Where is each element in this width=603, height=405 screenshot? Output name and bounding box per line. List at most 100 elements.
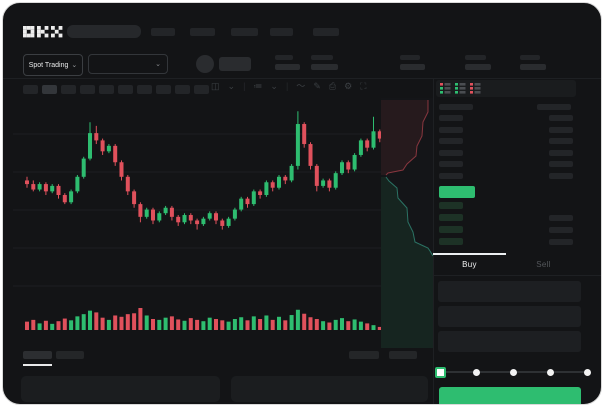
book-header-price (439, 104, 473, 110)
buy-submit-button[interactable] (439, 387, 581, 404)
bid-row-price[interactable] (439, 202, 463, 209)
ticker-stat-label (275, 55, 293, 60)
ask-row-amount[interactable] (549, 149, 573, 156)
bid-row-price[interactable] (439, 214, 463, 221)
chevron-down-icon: ⌄ (155, 61, 161, 68)
ticker-stat-value (465, 64, 491, 70)
book-header-amount (537, 104, 571, 110)
top-nav (3, 3, 601, 48)
bottom-content-panel (21, 376, 220, 402)
ask-row-price[interactable] (439, 173, 463, 179)
candlestick-chart[interactable] (13, 98, 381, 348)
header-divider (3, 78, 601, 79)
fullscreen-icon[interactable]: ⛶ (360, 81, 367, 91)
pair-dropdown[interactable]: ⌄ (88, 54, 168, 74)
bid-row-price[interactable] (439, 226, 463, 233)
nav-item[interactable] (313, 28, 339, 36)
ask-row-amount[interactable] (549, 173, 573, 179)
bid-row-amount[interactable] (549, 215, 573, 221)
slider-stop[interactable] (473, 369, 480, 376)
pair-coin-icon (196, 55, 214, 73)
order-input-field[interactable] (438, 306, 581, 327)
bottom-panel (3, 345, 433, 404)
bottom-content-panel (231, 376, 428, 402)
slider-stop[interactable] (584, 369, 591, 376)
candle-style-icon[interactable]: ◫ (211, 81, 220, 91)
active-tab-indicator (433, 253, 506, 255)
tab-label: Sell (536, 259, 551, 269)
market-type-label: Spot Trading (28, 61, 69, 69)
tab-label: Buy (462, 259, 477, 269)
interval-button[interactable] (80, 85, 95, 94)
pair-name-placeholder[interactable] (219, 57, 251, 71)
interval-button[interactable] (23, 85, 38, 94)
slider-stop[interactable] (510, 369, 517, 376)
book-asks-icon[interactable] (470, 83, 481, 94)
bid-row-amount[interactable] (549, 227, 573, 233)
ask-row-amount[interactable] (549, 126, 573, 133)
ask-row-amount[interactable] (549, 115, 573, 121)
indicators-icon[interactable]: ≔ (253, 81, 263, 91)
nav-item[interactable] (270, 28, 293, 36)
nav-item[interactable] (151, 28, 175, 36)
ask-row-price[interactable] (439, 161, 463, 168)
line-tool-icon[interactable]: 〜 (296, 81, 306, 91)
chevron-down-icon[interactable]: ⌄ (227, 81, 236, 91)
trade-form: Buy Sell (433, 253, 601, 404)
bottom-tab[interactable] (23, 351, 52, 359)
draw-tool-icon[interactable]: ✎ (313, 81, 321, 91)
order-input-field[interactable] (438, 281, 581, 302)
ask-row-amount[interactable] (549, 138, 573, 145)
ticker-stat-value (400, 64, 425, 70)
settings-icon[interactable]: ⚙ (344, 81, 353, 91)
ticker-stat-label (400, 55, 420, 60)
orderbook-divider (433, 78, 434, 404)
ticker-stat-label (520, 55, 540, 60)
bottom-tab[interactable] (349, 351, 379, 359)
interval-button[interactable] (99, 85, 114, 94)
interval-button[interactable] (194, 85, 209, 94)
ask-row-price[interactable] (439, 149, 463, 156)
ticker-stat-label (465, 55, 486, 60)
tab-buy[interactable]: Buy (433, 253, 506, 275)
chevron-down-icon: ⌄ (71, 62, 78, 69)
order-input-field[interactable] (438, 331, 581, 352)
book-combined-icon[interactable] (440, 83, 451, 94)
bid-row-price[interactable] (439, 238, 463, 245)
amount-slider[interactable] (435, 365, 591, 379)
ask-row-price[interactable] (439, 115, 463, 121)
bid-row-amount[interactable] (549, 239, 573, 245)
slider-handle[interactable] (435, 367, 446, 378)
book-bids-icon[interactable] (455, 83, 466, 94)
bottom-tab[interactable] (389, 351, 417, 359)
interval-button[interactable] (118, 85, 133, 94)
ask-row-price[interactable] (439, 138, 463, 145)
market-type-selector[interactable]: Spot Trading ⌄ (23, 54, 83, 76)
ask-row-amount[interactable] (549, 161, 573, 168)
separator: | (243, 81, 246, 91)
interval-button[interactable] (175, 85, 190, 94)
nav-item[interactable] (231, 28, 258, 36)
tabs-underline (433, 275, 601, 276)
orderbook-panel (434, 78, 601, 255)
bottom-tab[interactable] (56, 351, 84, 359)
nav-item[interactable] (190, 28, 215, 36)
last-price-highlight[interactable] (439, 186, 475, 198)
separator: | (285, 81, 289, 91)
chevron-down-icon[interactable]: ⌄ (270, 81, 278, 91)
interval-button[interactable] (137, 85, 152, 94)
okx-logo[interactable] (23, 26, 63, 38)
ask-row-price[interactable] (439, 126, 463, 133)
tab-sell[interactable]: Sell (506, 253, 581, 275)
camera-icon[interactable]: ⎙ (328, 81, 337, 91)
interval-button[interactable] (42, 85, 57, 94)
depth-chart (381, 98, 433, 348)
slider-stop[interactable] (547, 369, 554, 376)
chart-toolbar: ◫ ⌄ | ≔ ⌄ | 〜 ✎ ⎙ ⚙ ⛶ (3, 78, 433, 98)
interval-button[interactable] (61, 85, 76, 94)
interval-button[interactable] (156, 85, 171, 94)
ticker-stat-value (275, 64, 300, 70)
search-input[interactable] (67, 25, 141, 38)
